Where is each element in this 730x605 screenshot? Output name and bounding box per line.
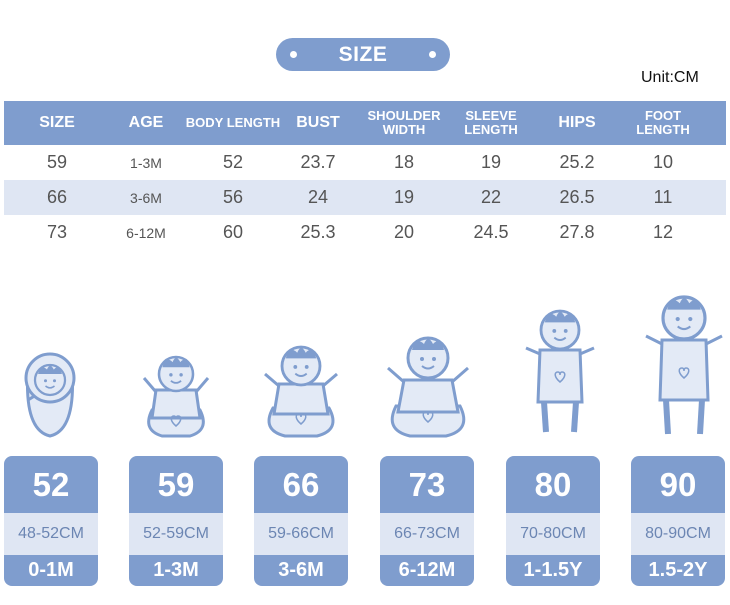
table-cell: 22 — [480, 187, 502, 207]
standing-baby-icon — [645, 295, 723, 435]
card-range: 48-52CM — [4, 513, 98, 555]
table-cell: 26.5 — [559, 187, 595, 207]
table-cell: 27.8 — [559, 222, 595, 242]
table-cell: 66 — [46, 187, 68, 207]
table-cell: 73 — [46, 222, 68, 242]
size-card: 59 52-59CM 1-3M — [129, 456, 223, 586]
col-header: SHOULDER WIDTH — [367, 108, 441, 137]
size-title-pill: SIZE — [276, 38, 450, 71]
table-cell: 24.5 — [473, 222, 509, 242]
dot-icon — [290, 51, 297, 58]
size-card: 90 80-90CM 1.5-2Y — [631, 456, 725, 586]
card-size: 73 — [380, 456, 474, 513]
card-size: 80 — [506, 456, 600, 513]
table-cell: 11 — [653, 187, 673, 207]
table-cell: 60 — [222, 222, 244, 242]
card-size: 90 — [631, 456, 725, 513]
table-header: SIZE AGE BODY LENGTH BUST SHOULDER WIDTH… — [4, 101, 726, 145]
card-size: 52 — [4, 456, 98, 513]
card-range: 66-73CM — [380, 513, 474, 555]
sitting-baby-icon — [387, 336, 469, 438]
card-age: 0-1M — [4, 555, 98, 586]
table-cell: 52 — [222, 152, 244, 172]
col-header: FOOT LENGTH — [636, 108, 690, 137]
size-card: 73 66-73CM 6-12M — [380, 456, 474, 586]
card-size: 66 — [254, 456, 348, 513]
card-range: 80-90CM — [631, 513, 725, 555]
table-cell: 10 — [652, 152, 674, 172]
table-cell: 19 — [480, 152, 502, 172]
col-header: SLEEVE LENGTH — [464, 108, 518, 137]
card-age: 1-1.5Y — [506, 555, 600, 586]
baby-illustrations — [24, 295, 723, 438]
card-age: 1-3M — [129, 555, 223, 586]
card-range: 70-80CM — [506, 513, 600, 555]
size-table: SIZE AGE BODY LENGTH BUST SHOULDER WIDTH… — [4, 101, 726, 250]
col-header: BODY LENGTH — [185, 115, 281, 130]
card-age: 3-6M — [254, 555, 348, 586]
col-header: HIPS — [558, 114, 596, 131]
table-cell: 20 — [393, 222, 415, 242]
card-size: 59 — [129, 456, 223, 513]
table-cell: 6-12M — [126, 224, 166, 241]
table-cell: 25.2 — [559, 152, 595, 172]
table-cell: 23.7 — [300, 152, 336, 172]
sitting-baby-icon — [264, 345, 338, 438]
table-cell: 59 — [46, 152, 68, 172]
table-cell: 12 — [652, 222, 674, 242]
card-range: 59-66CM — [254, 513, 348, 555]
sitting-baby-icon — [142, 355, 210, 438]
card-range: 52-59CM — [129, 513, 223, 555]
col-header: BUST — [296, 114, 340, 131]
size-title: SIZE — [338, 42, 388, 66]
col-header: SIZE — [39, 114, 75, 131]
table-row: 66 3-6M 56 24 19 22 26.5 11 — [4, 180, 726, 215]
card-age: 6-12M — [380, 555, 474, 586]
swaddled-baby-icon — [24, 352, 76, 438]
size-card: 52 48-52CM 0-1M — [4, 456, 98, 586]
dot-icon — [429, 51, 436, 58]
size-card: 66 59-66CM 3-6M — [254, 456, 348, 586]
table-cell: 1-3M — [130, 154, 162, 171]
table-cell: 56 — [222, 187, 244, 207]
size-card: 80 70-80CM 1-1.5Y — [506, 456, 600, 586]
table-row: 73 6-12M 60 25.3 20 24.5 27.8 12 — [4, 215, 726, 250]
unit-label: Unit:CM — [641, 69, 699, 86]
table-cell: 3-6M — [130, 189, 162, 206]
table-cell: 18 — [393, 152, 415, 172]
table-cell: 24 — [307, 187, 329, 207]
table-cell: 25.3 — [300, 222, 336, 242]
standing-baby-icon — [525, 309, 595, 433]
col-header: AGE — [128, 114, 164, 131]
card-age: 1.5-2Y — [631, 555, 725, 586]
table-cell: 19 — [393, 187, 415, 207]
table-row: 59 1-3M 52 23.7 18 19 25.2 10 — [4, 145, 726, 180]
